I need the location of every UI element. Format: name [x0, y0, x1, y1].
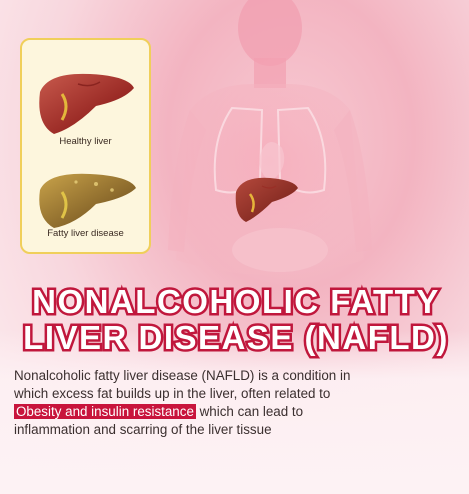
fatty-liver-illustration — [39, 173, 136, 228]
paragraph-line-4: inflammation and scarring of the liver t… — [14, 422, 272, 437]
fatty-liver-label: Fatty liver disease — [47, 228, 124, 239]
liver-comparison-card: Healthy liver Fatty liver disease — [20, 38, 151, 254]
paragraph-line-2: which excess fat builds up in the liver,… — [14, 386, 331, 401]
paragraph-line-1: Nonalcoholic fatty liver disease (NAFLD)… — [14, 368, 351, 383]
torso-liver-illustration — [235, 177, 298, 222]
description-paragraph: Nonalcoholic fatty liver disease (NAFLD)… — [14, 367, 459, 439]
paragraph-line-3: Obesity and insulin resistance which can… — [14, 403, 459, 421]
human-torso-silhouette — [168, 0, 372, 275]
title-line-2: LIVER DISEASE (NAFLD) — [21, 317, 450, 359]
title-line-1: NONALCOHOLIC FATTY — [30, 281, 441, 323]
healthy-liver-label: Healthy liver — [59, 136, 112, 147]
highlighted-risk-factors: Obesity and insulin resistance — [14, 404, 196, 419]
healthy-liver-illustration — [39, 73, 134, 134]
paragraph-line-3-rest: which can lead to — [195, 404, 304, 419]
